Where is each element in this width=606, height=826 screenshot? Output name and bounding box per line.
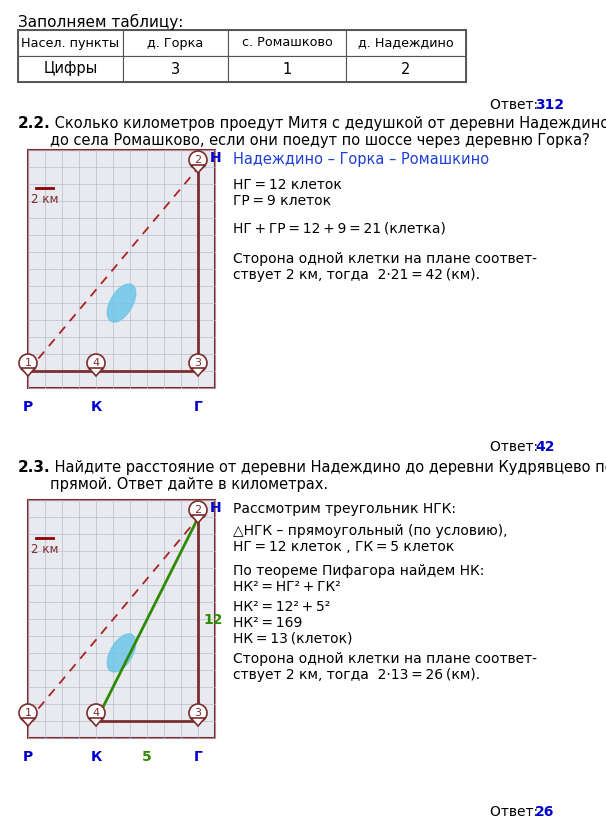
Ellipse shape bbox=[107, 284, 136, 322]
Bar bbox=[123, 56, 228, 82]
Text: △НГК – прямоугольный (по условию),
НГ = 12 клеток , ГК = 5 клеток: △НГК – прямоугольный (по условию), НГ = … bbox=[233, 524, 507, 554]
Bar bbox=[28, 500, 215, 738]
Text: НГ = 12 клеток: НГ = 12 клеток bbox=[233, 178, 342, 192]
Text: Надеждино – Горка – Ромашкино: Надеждино – Горка – Ромашкино bbox=[233, 152, 489, 167]
Polygon shape bbox=[191, 718, 205, 726]
Text: К: К bbox=[90, 750, 102, 764]
Text: 2: 2 bbox=[195, 155, 202, 165]
Text: 3: 3 bbox=[195, 708, 202, 718]
Text: Сколько километров проедут Митя с дедушкой от деревни Надеждино
до села Ромашков: Сколько километров проедут Митя с дедушк… bbox=[50, 116, 606, 149]
Text: ГР = 9 клеток: ГР = 9 клеток bbox=[233, 194, 331, 208]
Circle shape bbox=[87, 354, 105, 372]
Text: НГ + ГР = 12 + 9 = 21 (клетка): НГ + ГР = 12 + 9 = 21 (клетка) bbox=[233, 222, 446, 236]
Text: 2: 2 bbox=[401, 61, 411, 77]
Text: Ответ:: Ответ: bbox=[490, 98, 542, 112]
Circle shape bbox=[189, 501, 207, 519]
Circle shape bbox=[87, 704, 105, 722]
Polygon shape bbox=[191, 165, 205, 173]
Text: Р: Р bbox=[23, 400, 33, 414]
Polygon shape bbox=[191, 515, 205, 523]
Bar bbox=[18, 30, 466, 82]
Text: 2.2.: 2.2. bbox=[18, 116, 51, 131]
Text: 1: 1 bbox=[282, 61, 291, 77]
Text: НК² = 169: НК² = 169 bbox=[233, 616, 302, 630]
Text: Найдите расстояние от деревни Надеждино до деревни Кудрявцево по
прямой. Ответ д: Найдите расстояние от деревни Надеждино … bbox=[50, 460, 606, 492]
Text: Сторона одной клетки на плане соответ-
ствует 2 км, тогда  2·13 = 26 (км).: Сторона одной клетки на плане соответ- с… bbox=[233, 652, 537, 682]
Text: 42: 42 bbox=[535, 440, 554, 454]
Circle shape bbox=[189, 354, 207, 372]
Circle shape bbox=[19, 704, 37, 722]
Text: Рассмотрим треугольник НГК:: Рассмотрим треугольник НГК: bbox=[233, 502, 456, 516]
Text: 2.3.: 2.3. bbox=[18, 460, 51, 475]
Bar bbox=[228, 30, 346, 56]
Text: НК² = 12² + 5²: НК² = 12² + 5² bbox=[233, 600, 330, 614]
Text: Насел. пункты: Насел. пункты bbox=[21, 36, 119, 50]
Text: Сторона одной клетки на плане соответ-
ствует 2 км, тогда  2·21 = 42 (км).: Сторона одной клетки на плане соответ- с… bbox=[233, 252, 537, 282]
Polygon shape bbox=[89, 718, 103, 726]
Text: По теореме Пифагора найдем НК:
НК² = НГ² + ГК²: По теореме Пифагора найдем НК: НК² = НГ²… bbox=[233, 564, 484, 594]
Text: 2: 2 bbox=[195, 505, 202, 515]
Text: д. Горка: д. Горка bbox=[147, 36, 204, 50]
Text: Р: Р bbox=[23, 750, 33, 764]
Text: 1: 1 bbox=[24, 358, 32, 368]
Text: Ответ:: Ответ: bbox=[490, 440, 542, 454]
Text: Г: Г bbox=[193, 400, 202, 414]
Text: Заполняем таблицу:: Заполняем таблицу: bbox=[18, 14, 184, 31]
Text: 2 км: 2 км bbox=[31, 193, 58, 206]
Text: 26: 26 bbox=[535, 805, 554, 819]
Text: Ответ:: Ответ: bbox=[490, 805, 542, 819]
Bar bbox=[18, 30, 123, 56]
Text: Цифры: Цифры bbox=[44, 61, 98, 77]
Bar bbox=[346, 56, 466, 82]
Text: 12: 12 bbox=[203, 613, 222, 626]
Text: д. Надеждино: д. Надеждино bbox=[358, 36, 454, 50]
Text: 312: 312 bbox=[535, 98, 564, 112]
Polygon shape bbox=[21, 718, 35, 726]
Polygon shape bbox=[21, 368, 35, 376]
Circle shape bbox=[189, 151, 207, 169]
Text: К: К bbox=[90, 400, 102, 414]
Circle shape bbox=[189, 704, 207, 722]
Text: 1: 1 bbox=[24, 708, 32, 718]
Ellipse shape bbox=[107, 634, 136, 672]
Text: 4: 4 bbox=[93, 358, 99, 368]
Bar bbox=[346, 30, 466, 56]
Text: с. Ромашково: с. Ромашково bbox=[242, 36, 333, 50]
Text: 5: 5 bbox=[142, 750, 152, 764]
Text: Н: Н bbox=[210, 501, 222, 515]
Circle shape bbox=[19, 354, 37, 372]
Polygon shape bbox=[89, 368, 103, 376]
Bar bbox=[28, 150, 215, 388]
Text: Г: Г bbox=[193, 750, 202, 764]
Bar bbox=[123, 30, 228, 56]
Text: 2 км: 2 км bbox=[31, 543, 58, 556]
Text: Н: Н bbox=[210, 151, 222, 165]
Bar bbox=[228, 56, 346, 82]
Text: 3: 3 bbox=[171, 61, 180, 77]
Text: НК = 13 (клеток): НК = 13 (клеток) bbox=[233, 632, 353, 646]
Polygon shape bbox=[191, 368, 205, 376]
Text: 4: 4 bbox=[93, 708, 99, 718]
Text: 3: 3 bbox=[195, 358, 202, 368]
Bar bbox=[18, 56, 123, 82]
